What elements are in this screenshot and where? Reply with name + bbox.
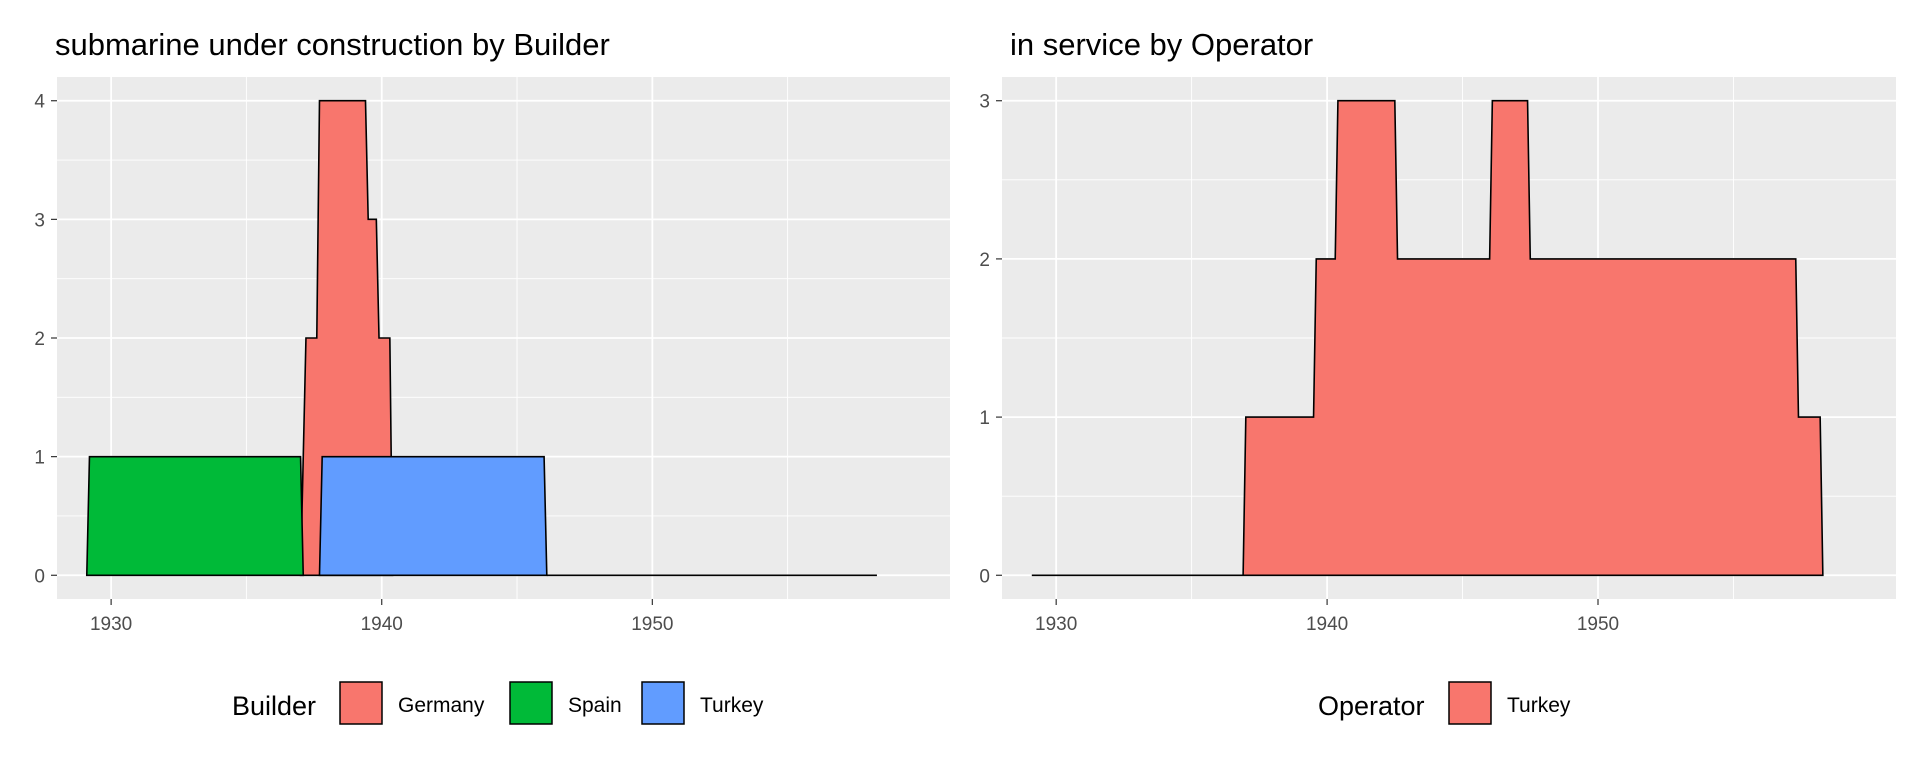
x-tick-label: 1930 bbox=[90, 614, 132, 635]
legend-label-spain: Spain bbox=[568, 694, 622, 717]
y-axis: 0 1 2 3 4 bbox=[34, 92, 57, 587]
x-tick-label: 1950 bbox=[1577, 614, 1619, 635]
area-spain bbox=[85, 455, 305, 577]
legend-key-turkey bbox=[1448, 681, 1492, 725]
x-tick-label: 1930 bbox=[1035, 614, 1077, 635]
area-series bbox=[85, 99, 877, 577]
area-turkey bbox=[1031, 99, 1824, 577]
legend: Builder Germany Spain Turkey bbox=[232, 681, 764, 725]
legend-label-germany: Germany bbox=[398, 694, 485, 717]
x-tick-label: 1940 bbox=[361, 614, 403, 635]
legend: Operator Turkey bbox=[1318, 681, 1571, 725]
chart-title: in service by Operator bbox=[1010, 27, 1313, 62]
legend-key-turkey bbox=[641, 681, 685, 725]
legend-key-germany bbox=[339, 681, 383, 725]
x-axis: 1930 1940 1950 bbox=[90, 599, 673, 635]
legend-label-turkey: Turkey bbox=[700, 694, 764, 717]
chart-title: submarine under construction by Builder bbox=[55, 27, 610, 62]
y-tick-label: 1 bbox=[979, 408, 990, 429]
x-axis: 1930 1940 1950 bbox=[1035, 599, 1619, 635]
area-series bbox=[1031, 99, 1824, 577]
y-tick-label: 2 bbox=[979, 250, 990, 271]
x-tick-label: 1940 bbox=[1306, 614, 1348, 635]
x-tick-label: 1950 bbox=[631, 614, 673, 635]
y-tick-label: 1 bbox=[34, 448, 45, 469]
legend-title: Builder bbox=[232, 691, 316, 721]
area-turkey bbox=[318, 455, 548, 577]
y-tick-label: 0 bbox=[979, 566, 990, 587]
y-axis: 0 1 2 3 bbox=[979, 92, 1002, 587]
chart-builder: submarine under construction by Builder … bbox=[34, 27, 950, 725]
y-tick-label: 0 bbox=[34, 566, 45, 587]
y-tick-label: 3 bbox=[34, 210, 45, 231]
legend-key-spain bbox=[509, 681, 553, 725]
chart-operator: in service by Operator 0 1 2 3 1930 1940 1950… bbox=[979, 27, 1896, 725]
legend-label-turkey: Turkey bbox=[1507, 694, 1571, 717]
y-tick-label: 2 bbox=[34, 329, 45, 350]
legend-title: Operator bbox=[1318, 691, 1425, 721]
y-tick-label: 4 bbox=[34, 92, 45, 113]
y-tick-label: 3 bbox=[979, 92, 990, 113]
